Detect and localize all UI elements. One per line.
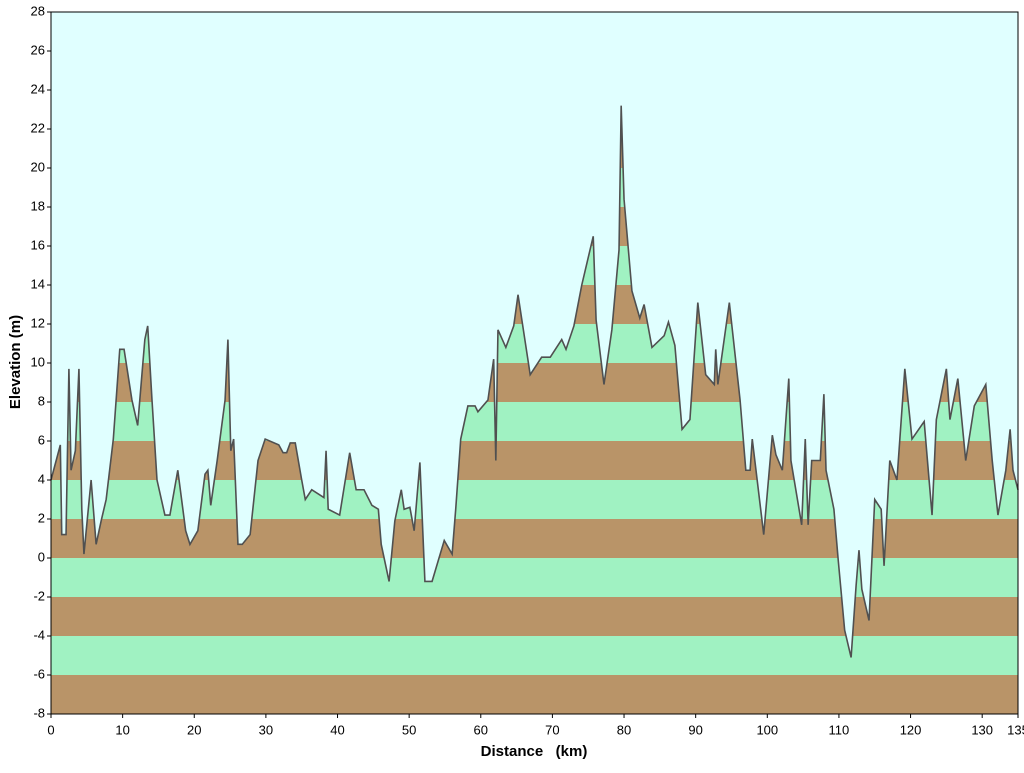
elevation-band xyxy=(51,558,1018,597)
x-tick-label: 130 xyxy=(971,722,993,737)
y-tick-label: 6 xyxy=(38,432,45,447)
x-tick-label: 100 xyxy=(756,722,778,737)
elevation-band xyxy=(51,636,1018,675)
y-tick-label: 4 xyxy=(38,471,45,486)
y-tick-label: 12 xyxy=(31,315,45,330)
y-tick-label: 2 xyxy=(38,510,45,525)
y-axis-label: Elevation (m) xyxy=(7,315,24,409)
x-tick-label: 60 xyxy=(474,722,488,737)
x-tick-label: 90 xyxy=(688,722,702,737)
y-tick-label: 18 xyxy=(31,198,45,213)
y-tick-label: 22 xyxy=(31,120,45,135)
x-axis-label: Distance (km) xyxy=(481,743,588,760)
y-tick-label: 0 xyxy=(38,549,45,564)
y-tick-label: -8 xyxy=(33,705,45,720)
y-tick-label: 20 xyxy=(31,159,45,174)
y-tick-label: 26 xyxy=(31,42,45,57)
y-tick-label: -4 xyxy=(33,627,45,642)
x-tick-label: 70 xyxy=(545,722,559,737)
x-tick-label: 40 xyxy=(330,722,344,737)
y-tick-label: 24 xyxy=(31,81,45,96)
y-tick-label: 16 xyxy=(31,237,45,252)
y-tick-label: 10 xyxy=(31,354,45,369)
x-tick-label: 10 xyxy=(115,722,129,737)
elevation-band xyxy=(51,597,1018,636)
x-tick-label: 80 xyxy=(617,722,631,737)
y-tick-label: -6 xyxy=(33,666,45,681)
y-tick-label: 28 xyxy=(31,3,45,18)
y-tick-label: -2 xyxy=(33,588,45,603)
elevation-line xyxy=(50,105,1019,658)
y-tick-label: 14 xyxy=(31,276,45,291)
x-tick-label: 30 xyxy=(259,722,273,737)
x-tick-label: 110 xyxy=(829,722,850,737)
x-tick-label: 50 xyxy=(402,722,416,737)
y-tick-label: 8 xyxy=(38,393,45,408)
x-tick-label: 135 xyxy=(1007,722,1024,737)
x-tick-label: 120 xyxy=(900,722,922,737)
elevation-band xyxy=(51,675,1018,714)
x-tick-label: 20 xyxy=(187,722,201,737)
x-tick-label: 0 xyxy=(47,722,54,737)
